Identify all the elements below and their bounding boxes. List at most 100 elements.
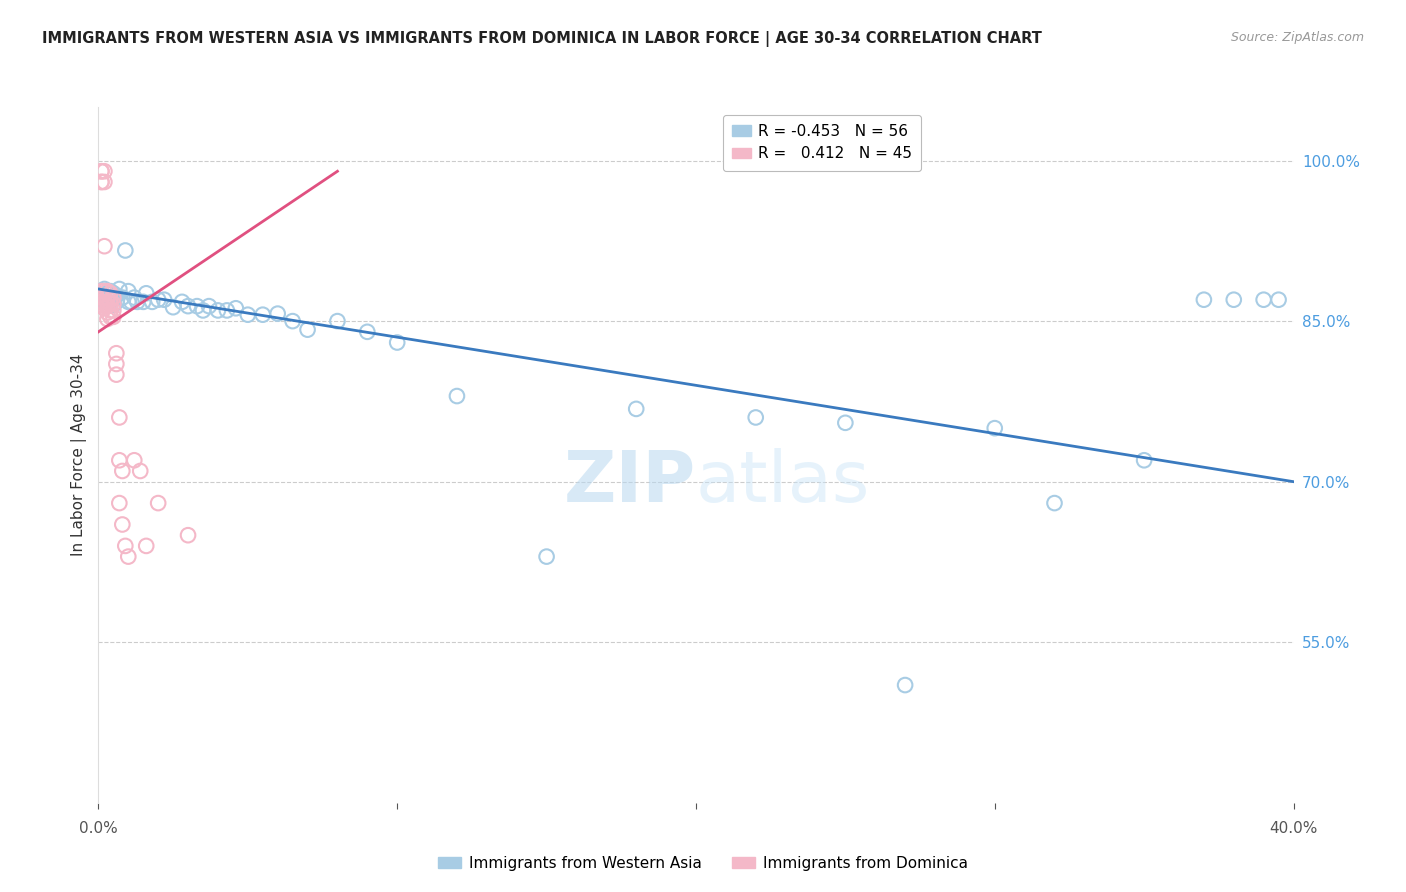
Point (894, 678, 917, 692)
Point (148, 293, 170, 307)
Point (267, 307, 290, 321)
Point (96, 294, 118, 309)
Point (135, 286, 157, 301)
Point (135, 539, 157, 553)
Point (141, 294, 163, 309)
Point (225, 301, 247, 316)
Point (326, 314, 349, 328)
Point (100, 297, 122, 311)
Point (252, 308, 274, 322)
Point (1223, 293, 1246, 307)
Text: atlas: atlas (696, 449, 870, 517)
Point (103, 310, 125, 324)
Point (96, 305, 118, 319)
Point (191, 303, 214, 318)
Point (90, 175, 112, 189)
Point (100, 293, 122, 307)
Point (103, 291, 125, 305)
Point (100, 286, 122, 301)
Point (105, 357, 128, 371)
Point (129, 464, 152, 478)
Point (103, 298, 125, 312)
Point (100, 291, 122, 305)
Point (105, 368, 128, 382)
Point (1043, 496, 1066, 510)
Point (93, 175, 115, 189)
Text: 0.0%: 0.0% (79, 822, 118, 837)
Point (215, 303, 238, 318)
Point (984, 421, 1007, 435)
Point (177, 299, 200, 313)
Point (111, 291, 134, 305)
Point (385, 335, 409, 350)
Point (132, 294, 155, 309)
Point (93, 297, 115, 311)
Point (90, 294, 112, 309)
Y-axis label: In Labor Force | Age 30-34: In Labor Force | Age 30-34 (72, 353, 87, 557)
Point (103, 286, 125, 301)
Text: IMMIGRANTS FROM WESTERN ASIA VS IMMIGRANTS FROM DOMINICA IN LABOR FORCE | AGE 30: IMMIGRANTS FROM WESTERN ASIA VS IMMIGRAN… (42, 31, 1042, 47)
Point (297, 323, 319, 337)
Point (114, 539, 136, 553)
Point (124, 453, 146, 467)
Point (108, 410, 131, 425)
Point (446, 389, 468, 403)
Point (111, 464, 134, 478)
Point (177, 528, 200, 542)
Point (124, 291, 146, 305)
Point (117, 284, 139, 298)
Point (105, 294, 128, 309)
Point (93, 291, 115, 305)
Point (103, 297, 125, 311)
Point (626, 401, 648, 416)
Point (90, 175, 112, 189)
Point (96, 299, 118, 313)
Point (114, 244, 136, 258)
Point (93, 282, 115, 296)
Legend: R = -0.453   N = 56, R =   0.412   N = 45: R = -0.453 N = 56, R = 0.412 N = 45 (723, 115, 921, 170)
Point (198, 299, 221, 313)
Text: ZIP: ZIP (564, 449, 696, 517)
Point (236, 308, 259, 322)
Point (90, 291, 112, 305)
Point (90, 287, 112, 301)
Point (103, 303, 125, 318)
Point (105, 288, 128, 302)
Point (1192, 293, 1215, 307)
Point (93, 164, 115, 178)
Point (93, 293, 115, 307)
Point (108, 453, 131, 467)
Point (148, 496, 170, 510)
Point (96, 286, 118, 301)
Point (120, 294, 142, 309)
Point (834, 416, 856, 430)
Point (162, 300, 184, 314)
Point (108, 496, 131, 510)
Point (96, 291, 118, 305)
Point (111, 517, 134, 532)
Point (186, 299, 208, 313)
Point (96, 284, 118, 298)
Point (96, 312, 118, 326)
Point (90, 293, 112, 307)
Point (90, 164, 112, 178)
Point (96, 294, 118, 309)
Point (90, 298, 112, 312)
Point (153, 293, 176, 307)
Point (1253, 293, 1275, 307)
Point (93, 284, 115, 298)
Point (105, 346, 128, 360)
Point (1133, 453, 1156, 467)
Text: 40.0%: 40.0% (1270, 822, 1317, 837)
Point (108, 282, 131, 296)
Point (100, 310, 122, 324)
Point (117, 294, 139, 309)
Point (356, 325, 378, 339)
Point (93, 301, 115, 316)
Point (207, 303, 229, 318)
Point (90, 164, 112, 178)
Point (127, 294, 149, 309)
Point (536, 549, 558, 564)
Point (745, 410, 768, 425)
Point (117, 549, 139, 564)
